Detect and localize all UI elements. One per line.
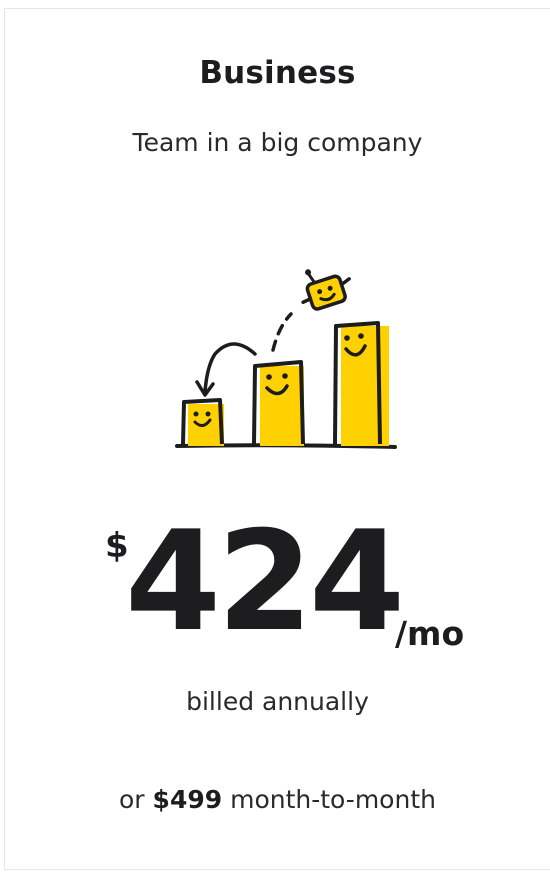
alt-price-suffix: month-to-month xyxy=(222,785,436,814)
price-period: /mo xyxy=(395,614,465,653)
billing-note: billed annually xyxy=(186,687,369,716)
price-currency: $ xyxy=(105,526,129,566)
alt-price-text: or $499 month-to-month xyxy=(5,785,550,814)
alt-price-prefix: or xyxy=(119,785,153,814)
pricing-card-business[interactable]: Business Team in a big company xyxy=(4,8,550,870)
price-amount: 424 xyxy=(125,501,405,662)
plan-subtitle: Team in a big company xyxy=(132,128,423,157)
plan-title: Business xyxy=(199,55,356,91)
price-display: $ 424 /mo xyxy=(103,506,483,664)
alt-price-amount: $499 xyxy=(152,785,223,814)
growing-bars-mascot-icon xyxy=(175,269,397,449)
